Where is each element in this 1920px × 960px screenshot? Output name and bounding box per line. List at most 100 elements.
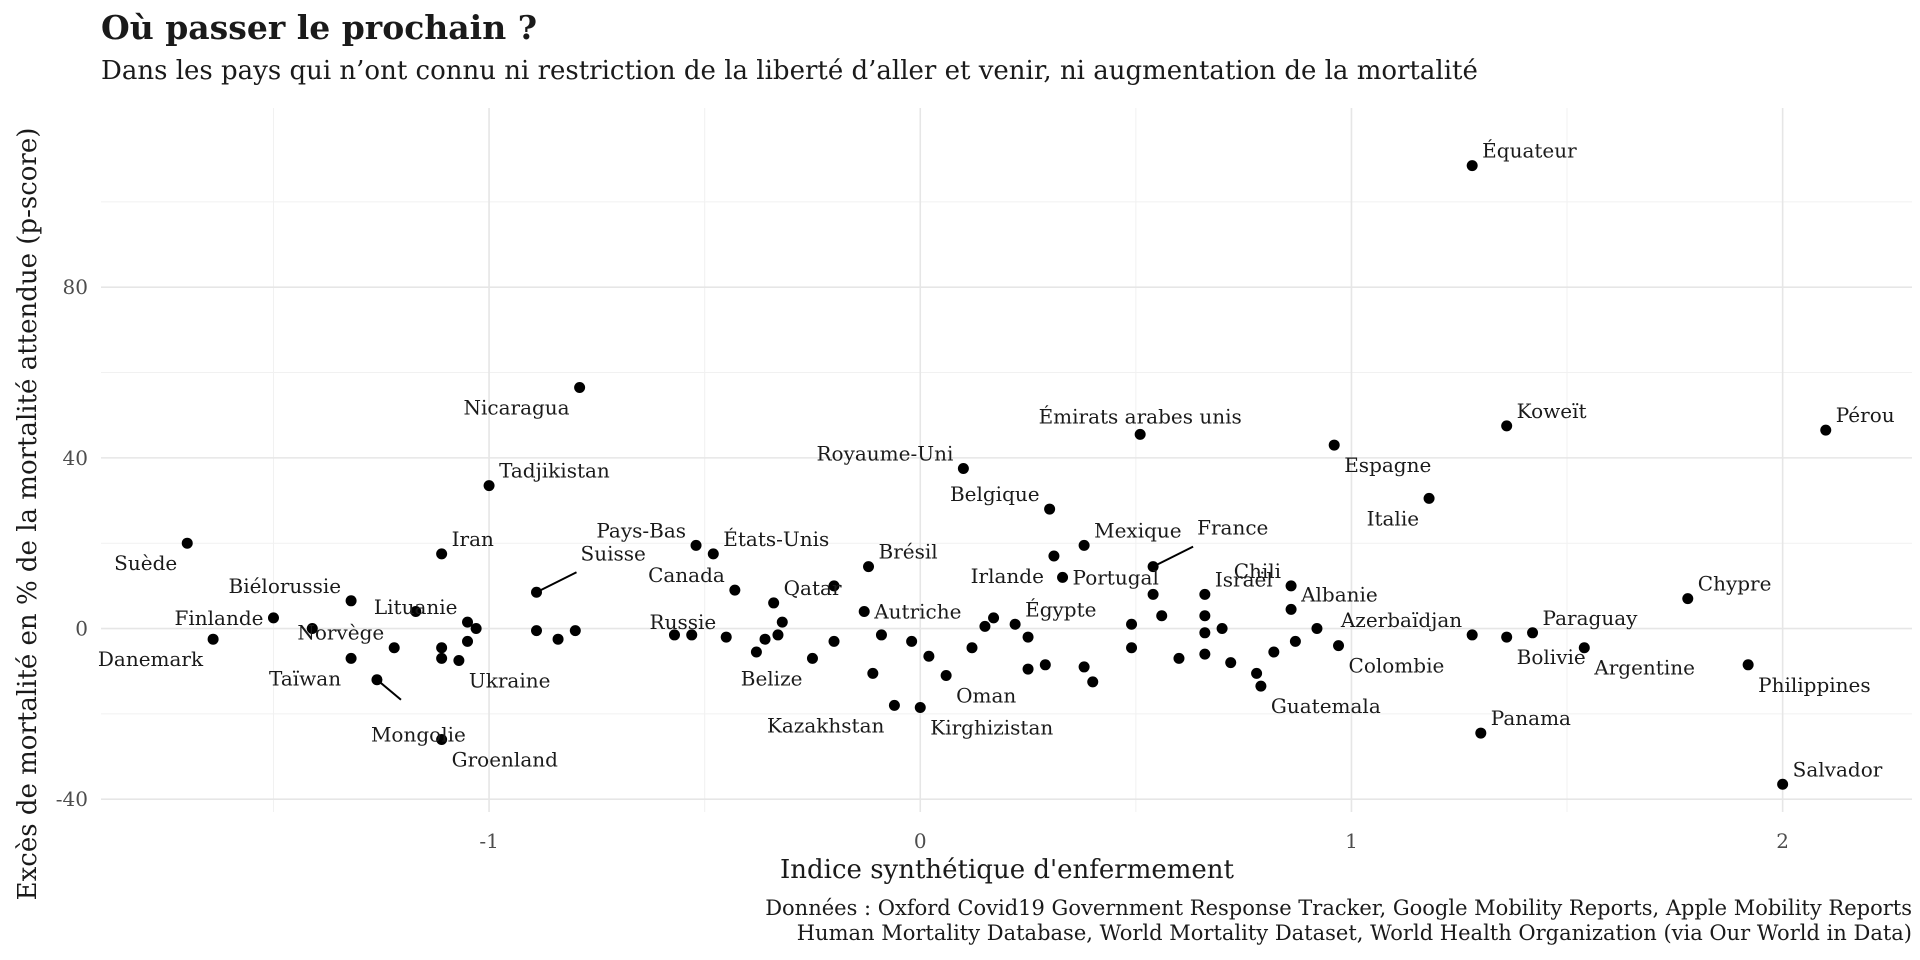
y-tick-label: 0 <box>75 617 88 641</box>
data-point <box>1289 635 1301 647</box>
data-point <box>1173 652 1185 664</box>
data-point <box>1475 727 1487 739</box>
data-point <box>569 625 581 637</box>
point-label: Albanie <box>1300 582 1378 606</box>
point-label: Groenland <box>452 747 558 771</box>
chart-subtitle: Dans les pays qui n’ont connu ni restric… <box>101 56 1478 86</box>
caption-line-2: Human Mortality Database, World Mortalit… <box>796 921 1912 945</box>
point-label: Égypte <box>1025 597 1096 621</box>
data-point <box>707 548 719 560</box>
point-label: Israël <box>1215 567 1273 591</box>
y-tick-label: 40 <box>63 446 88 470</box>
data-point <box>858 605 870 617</box>
point-label: Ukraine <box>469 669 551 693</box>
data-point <box>1044 503 1056 515</box>
data-point <box>531 625 543 637</box>
data-point <box>1682 593 1694 605</box>
data-point <box>371 674 383 686</box>
data-point <box>1147 588 1159 600</box>
x-axis-title: Indice synthétique d'enfermement <box>780 855 1235 885</box>
data-point <box>1199 648 1211 660</box>
point-label: Suède <box>114 551 177 575</box>
point-label: Équateur <box>1482 139 1577 163</box>
point-label: Argentine <box>1593 656 1695 680</box>
x-tick-label: 0 <box>914 829 927 853</box>
data-point <box>181 537 193 549</box>
data-point <box>867 667 879 679</box>
point-label: Colombie <box>1349 654 1445 678</box>
data-point <box>436 652 448 664</box>
point-label: Russie <box>650 610 717 634</box>
data-point <box>453 655 465 667</box>
data-point <box>1311 623 1323 635</box>
data-point <box>410 605 422 617</box>
data-point <box>1225 657 1237 669</box>
data-point <box>483 480 495 492</box>
y-tick-label: 80 <box>63 275 88 299</box>
point-label: États-Unis <box>723 527 829 551</box>
point-label: Salvador <box>1793 757 1883 781</box>
point-label: Philippines <box>1758 673 1871 697</box>
data-point <box>828 635 840 647</box>
y-tick-label: -40 <box>56 787 88 811</box>
data-point <box>1328 439 1340 451</box>
data-point <box>1466 160 1478 172</box>
chart-title: Où passer le prochain ? <box>101 8 538 47</box>
data-point <box>806 652 818 664</box>
point-label: Lituanie <box>374 595 458 619</box>
data-point <box>1777 778 1789 790</box>
data-point <box>1501 420 1513 432</box>
data-point <box>388 642 400 654</box>
point-label: Suisse <box>581 541 646 565</box>
data-point <box>1039 659 1051 671</box>
point-label: Tadjikistan <box>499 459 610 483</box>
data-point <box>729 584 741 596</box>
data-point <box>906 635 918 647</box>
data-point <box>1466 629 1478 641</box>
point-label: Norvège <box>297 621 384 645</box>
data-point <box>306 623 318 635</box>
data-point <box>462 635 474 647</box>
data-point <box>574 381 586 393</box>
data-point <box>436 548 448 560</box>
data-point <box>436 733 448 745</box>
data-point <box>207 633 219 645</box>
data-point <box>768 597 780 609</box>
data-point <box>1147 561 1159 573</box>
data-point <box>1126 618 1138 630</box>
point-label: Kirghizistan <box>930 715 1053 739</box>
caption-line-1: Données : Oxford Covid19 Government Resp… <box>765 896 1912 920</box>
data-points <box>181 160 1832 790</box>
x-tick-label: 1 <box>1345 829 1358 853</box>
data-point <box>1022 631 1034 643</box>
point-label: Irlande <box>971 564 1044 588</box>
data-point <box>686 629 698 641</box>
point-label: Biélorussie <box>229 574 342 598</box>
data-point <box>1578 642 1590 654</box>
data-point <box>531 586 543 598</box>
point-label: Belgique <box>950 482 1040 506</box>
data-point <box>345 595 357 607</box>
data-point <box>1126 642 1138 654</box>
data-point <box>888 699 900 711</box>
point-label: Italie <box>1367 506 1420 530</box>
point-label: Pays-Bas <box>596 518 686 542</box>
data-point <box>462 616 474 628</box>
data-point <box>966 642 978 654</box>
data-point <box>1268 646 1280 658</box>
data-point <box>940 669 952 681</box>
data-point <box>267 612 279 624</box>
data-point <box>1527 627 1539 639</box>
data-point <box>1048 550 1060 562</box>
data-point <box>668 629 680 641</box>
point-label: Émirats arabes unis <box>1039 404 1242 428</box>
point-label: Chypre <box>1698 572 1772 596</box>
y-axis-title: Excès de mortalité en % de la mortalité … <box>13 128 43 901</box>
point-label: Iran <box>452 527 494 551</box>
point-label: Panama <box>1491 706 1571 730</box>
data-point <box>720 631 732 643</box>
data-point <box>1022 663 1034 675</box>
grid-lines <box>101 108 1912 812</box>
point-label: Oman <box>956 683 1016 707</box>
